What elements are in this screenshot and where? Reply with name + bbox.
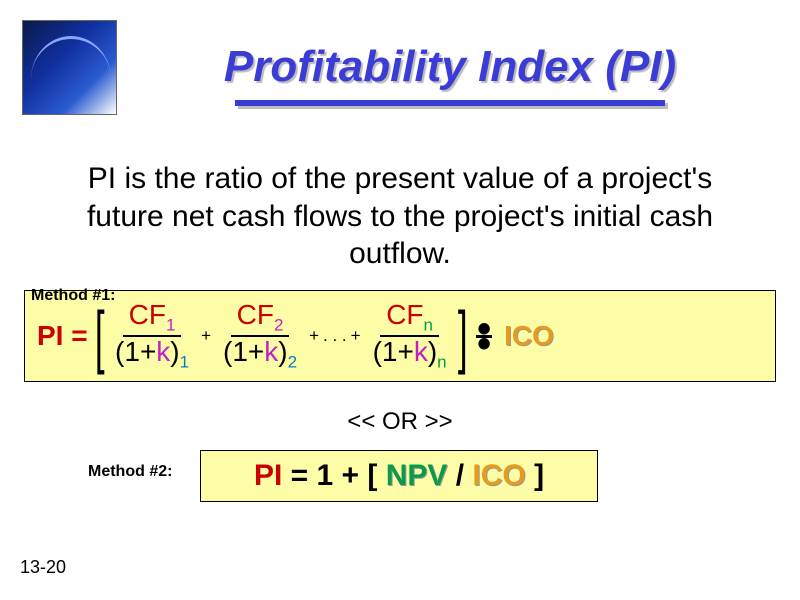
ellipsis: . . . [323, 326, 347, 346]
slide-title-block: Profitability Index (PI) [130, 42, 770, 106]
division-icon: •• [476, 323, 492, 350]
plus-3: + [351, 326, 361, 346]
definition-text: PI is the ratio of the present value of … [60, 160, 740, 273]
fraction-term-1: CF1 (1+k)1 [109, 300, 195, 373]
formula-box-method1: Method #1: PI = [ CF1 (1+k)1 + CF2 (1+k)… [24, 290, 776, 382]
fraction-term-2: CF2 (1+k)2 [217, 300, 303, 373]
pi-equals: PI = [37, 320, 88, 352]
bridge-logo [22, 20, 117, 115]
left-bracket-icon: [ [94, 306, 104, 366]
fraction-term-n: CFn (1+k)n [367, 300, 453, 373]
formula-method2: PI = 1 + [ NPV / ICO ] [254, 459, 544, 493]
right-bracket-icon: ] [457, 306, 467, 366]
plus-2: + [309, 326, 319, 346]
slide-title: Profitability Index (PI) [130, 42, 770, 92]
or-separator: << OR >> [0, 408, 800, 436]
formula-box-method2: PI = 1 + [ NPV / ICO ] [200, 450, 598, 502]
title-underline [235, 100, 665, 106]
method2-label: Method #2: [88, 463, 172, 481]
formula-method1: PI = [ CF1 (1+k)1 + CF2 (1+k)2 + . . . +… [33, 300, 554, 373]
slide-number: 13-20 [20, 557, 66, 578]
ico-text: ICO [504, 320, 554, 352]
plus-1: + [201, 326, 211, 346]
